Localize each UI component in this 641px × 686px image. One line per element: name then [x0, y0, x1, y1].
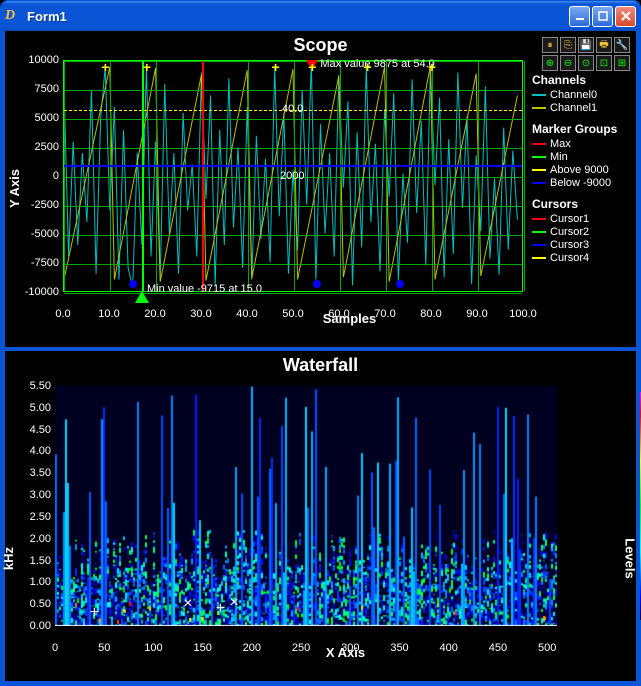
- copy-icon[interactable]: ⎘: [560, 37, 576, 53]
- pause-icon[interactable]: ⏸: [542, 37, 558, 53]
- window-title: Form1: [27, 9, 569, 24]
- zoom-fit-icon[interactable]: ⊡: [596, 55, 612, 71]
- scope-legend: Channels Channel0Channel1 Marker Groups …: [532, 73, 630, 272]
- close-button[interactable]: [615, 6, 636, 27]
- zoom-reset-icon[interactable]: ⊙: [578, 55, 594, 71]
- legend-item[interactable]: Cursor1: [532, 213, 630, 225]
- legend-markers-title: Marker Groups: [532, 122, 630, 136]
- print-icon[interactable]: 🖶: [596, 37, 612, 53]
- save-icon[interactable]: 💾: [578, 37, 594, 53]
- waterfall-marker[interactable]: ×: [183, 595, 192, 613]
- scope-x-label: Samples: [323, 311, 376, 326]
- scope-plot[interactable]: Max value 9875 at 54.0Min value -9715 at…: [63, 60, 523, 292]
- zoom-mode-icon[interactable]: ⊞: [614, 55, 630, 71]
- zoom-in-icon[interactable]: ⊕: [542, 55, 558, 71]
- spectrogram-canvas: [55, 386, 557, 626]
- maximize-button[interactable]: [592, 6, 613, 27]
- waterfall-y-ticks: 0.000.501.001.502.002.503.003.504.004.50…: [15, 386, 51, 626]
- waterfall-x-label: X Axis: [326, 645, 365, 660]
- legend-item[interactable]: Cursor2: [532, 226, 630, 238]
- waterfall-marker[interactable]: ×: [229, 594, 238, 612]
- minimize-button[interactable]: [569, 6, 590, 27]
- legend-item[interactable]: Cursor4: [532, 252, 630, 264]
- zoom-out-icon[interactable]: ⊖: [560, 55, 576, 71]
- legend-item[interactable]: Channel1: [532, 102, 630, 114]
- waterfall-marker[interactable]: +: [216, 600, 225, 618]
- client-area: Scope ⏸ ⎘ 💾 🖶 🔧 ⊕ ⊖ ⊙ ⊡ ⊞ Y Axis: [5, 31, 636, 681]
- legend-channels-title: Channels: [532, 73, 630, 87]
- legend-item[interactable]: Cursor3: [532, 239, 630, 251]
- legend-item[interactable]: Below -9000: [532, 177, 630, 189]
- waterfall-title: Waterfall: [5, 351, 636, 378]
- waterfall-pane: Waterfall kHz Levels 0.000.501.001.502.0…: [5, 351, 636, 681]
- scope-toolbar: ⏸ ⎘ 💾 🖶 🔧 ⊕ ⊖ ⊙ ⊡ ⊞: [542, 37, 630, 71]
- titlebar[interactable]: D Form1: [1, 1, 640, 31]
- settings-icon[interactable]: 🔧: [614, 37, 630, 53]
- app-icon: D: [5, 8, 21, 24]
- waterfall-y-label: kHz: [1, 547, 16, 570]
- legend-item[interactable]: Max: [532, 138, 630, 150]
- waterfall-plot[interactable]: +×+×: [55, 386, 557, 626]
- waterfall-marker[interactable]: +: [90, 604, 99, 622]
- window-frame: D Form1 Scope ⏸ ⎘ 💾 🖶 🔧 ⊕ ⊖: [0, 0, 641, 686]
- scope-y-ticks: -10000-7500-5000-2500025005000750010000: [15, 60, 59, 292]
- legend-item[interactable]: Channel0: [532, 89, 630, 101]
- legend-item[interactable]: Above 9000: [532, 164, 630, 176]
- legend-item[interactable]: Min: [532, 151, 630, 163]
- scope-pane: Scope ⏸ ⎘ 💾 🖶 🔧 ⊕ ⊖ ⊙ ⊡ ⊞ Y Axis: [5, 31, 636, 351]
- legend-cursors-title: Cursors: [532, 197, 630, 211]
